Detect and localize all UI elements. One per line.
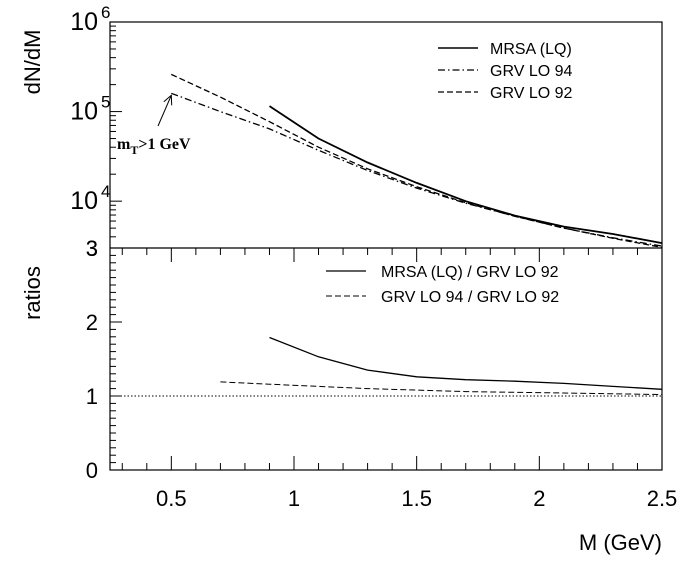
x-tick-label: 2 (533, 486, 545, 511)
x-axis: 0.5 1 1.5 2 2.5 M (GeV) (121, 248, 678, 555)
top-y-tick-label: 10 (70, 8, 98, 36)
bottom-y-tick-label: 0 (86, 458, 98, 483)
x-axis-label: M (GeV) (579, 530, 662, 555)
top-y-tick-exponent: 6 (101, 3, 110, 22)
ratio-line-mrsa-lq-grv-lo-92 (269, 336, 663, 390)
legend-label: GRV LO 94 / GRV LO 92 (381, 289, 559, 306)
annotation-arrow (157, 95, 172, 127)
series-line-grv-lo-94 (171, 92, 663, 247)
top-y-axis-label: dN/dM (20, 30, 45, 95)
ratio-line-grv-lo-94-grv-lo-92 (220, 381, 663, 395)
plot-frame (109, 21, 663, 471)
annotation-arrowhead (163, 94, 173, 106)
bottom-panel: 0 1 2 3 ratios MRSA (LQ) / GRV LO 92 GRV LO 94… (20, 236, 663, 483)
bottom-y-tick-label: 3 (86, 236, 98, 261)
series-line-mrsa-lq (269, 105, 663, 244)
bottom-y-tick-label: 1 (86, 384, 98, 409)
annotation-label: mT>1 GeV (117, 136, 191, 157)
x-tick-label: 1 (288, 486, 300, 511)
legend-label: GRV LO 94 (490, 63, 573, 80)
plot-border (109, 21, 663, 471)
top-y-tick-label: 10 (70, 98, 98, 126)
x-tick-label: 1.5 (401, 486, 432, 511)
series-line-grv-lo-92 (171, 73, 663, 249)
legend-label: GRV LO 92 (490, 85, 573, 102)
top-y-tick-exponent: 5 (101, 93, 110, 112)
legend-label: MRSA (LQ) (490, 41, 572, 58)
bottom-y-axis-label: ratios (20, 266, 45, 320)
x-tick-label: 2.5 (647, 486, 678, 511)
top-y-tick-exponent: 4 (101, 182, 110, 201)
legend-label: MRSA (LQ) / GRV LO 92 (381, 264, 559, 281)
x-tick-label: 0.5 (156, 486, 187, 511)
top-y-tick-label: 3 (86, 236, 98, 261)
bottom-y-tick-label: 2 (86, 310, 98, 335)
top-y-tick-label: 10 (70, 187, 98, 215)
